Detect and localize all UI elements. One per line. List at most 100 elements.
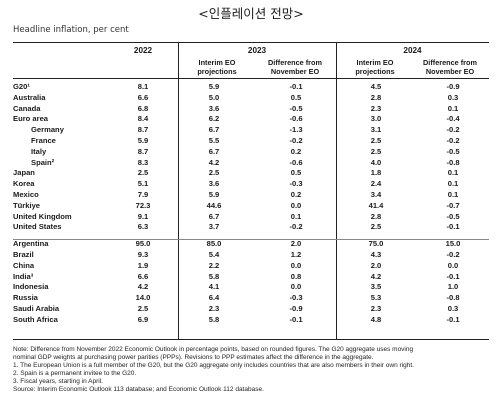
cell-2023-difference: 0.0 xyxy=(290,282,302,292)
cell-2024-projection: 4.3 xyxy=(370,250,382,259)
cell-2022: 5.1 xyxy=(137,179,149,189)
cell-2023-difference: 0.5 xyxy=(290,168,302,178)
row-label: France xyxy=(31,136,56,145)
note-line: 1. The European Union is a full member o… xyxy=(13,362,414,369)
cell-2024-difference: -0.1 xyxy=(446,222,460,232)
cell-2022: 8.3 xyxy=(137,157,149,167)
row-label: United States xyxy=(13,222,62,232)
table-row: Brazil 9.3 5.4 1.2 4.3 -0.2 xyxy=(13,250,489,260)
row-label: Korea xyxy=(13,179,35,189)
cell-2023-projection: 6.4 xyxy=(208,293,220,303)
cell-2022: 1.9 xyxy=(137,260,149,270)
cell-2023-difference: -0.5 xyxy=(289,103,303,113)
cell-2024-projection: 2.5 xyxy=(370,146,382,156)
row-label: South Africa xyxy=(13,314,58,324)
cell-2024-difference: 0.1 xyxy=(447,103,459,113)
row-label: Indonesia xyxy=(13,282,49,292)
note-line: Source: Interim Economic Outlook 113 dat… xyxy=(13,386,264,393)
header-2024: 2024 xyxy=(403,46,422,55)
table-row: South Africa 6.9 5.8 -0.1 4.8 -0.1 xyxy=(13,315,489,325)
group-divider-rule xyxy=(13,239,489,240)
cell-2023-difference: -0.6 xyxy=(289,157,303,167)
cell-2023-projection: 5.4 xyxy=(208,250,220,259)
cell-2022: 8.4 xyxy=(137,114,149,124)
cell-2022: 2.5 xyxy=(137,304,149,313)
cell-2024-projection: 2.4 xyxy=(370,179,382,189)
row-label: Argentina xyxy=(13,239,49,249)
cell-2024-projection: 75.0 xyxy=(368,239,384,249)
table-notes: Note: Difference from November 2022 Econ… xyxy=(13,346,493,394)
cell-2024-difference: -0.1 xyxy=(446,314,460,324)
row-label: G20¹ xyxy=(13,82,30,91)
cell-2024-difference: -0.5 xyxy=(446,146,460,156)
table-row: G20¹ 8.1 5.9 -0.1 4.5 -0.9 xyxy=(13,82,489,92)
page-title: <인플레이션 전망> xyxy=(198,6,304,21)
cell-2023-projection: 2.5 xyxy=(208,168,220,178)
row-label: Brazil xyxy=(13,250,34,259)
cell-2024-difference: 0.1 xyxy=(447,168,459,178)
cell-2024-projection: 3.0 xyxy=(370,114,382,124)
table-row: Saudi Arabia 2.5 2.3 -0.9 2.3 0.3 xyxy=(13,304,489,314)
cell-2022: 8.7 xyxy=(137,125,149,135)
note-line: 2. Spain is a permanent invitee to the G… xyxy=(13,370,137,377)
cell-2024-projection: 2.8 xyxy=(370,92,382,102)
cell-2023-projection: 85.0 xyxy=(206,239,222,249)
cell-2023-projection: 5.5 xyxy=(208,136,220,145)
table-row: Argentina 95.0 85.0 2.0 75.0 15.0 xyxy=(13,239,489,249)
table-bottom-rule xyxy=(13,339,489,340)
row-label: Spain² xyxy=(31,157,55,167)
cell-2023-projection: 6.7 xyxy=(208,211,220,221)
cell-2024-difference: -0.2 xyxy=(446,136,460,145)
header-2022: 2022 xyxy=(133,46,153,55)
table-row: Mexico 7.9 5.9 0.2 3.4 0.1 xyxy=(13,190,489,200)
header-2024-interim-eo: Interim EO projections xyxy=(355,58,395,76)
row-label: Canada xyxy=(13,103,41,113)
column-divider xyxy=(336,42,337,340)
cell-2022: 9.3 xyxy=(137,250,149,259)
table-row: Canada 6.8 3.6 -0.5 2.3 0.1 xyxy=(13,104,489,114)
cell-2024-difference: -0.1 xyxy=(446,271,460,281)
cell-2023-projection: 6.7 xyxy=(208,146,220,156)
cell-2023-projection: 6.2 xyxy=(208,114,220,124)
cell-2023-difference: 0.2 xyxy=(290,190,302,199)
cell-2024-projection: 1.8 xyxy=(370,168,382,178)
cell-2023-difference: 0.2 xyxy=(290,146,302,156)
cell-2023-projection: 2.2 xyxy=(208,260,220,270)
cell-2024-difference: -0.8 xyxy=(446,293,460,303)
cell-2022: 6.6 xyxy=(137,92,149,102)
cell-2024-difference: -0.5 xyxy=(446,211,460,221)
row-label: Saudi Arabia xyxy=(13,304,60,313)
row-label: Türkiye xyxy=(13,200,41,210)
cell-2023-difference: -0.6 xyxy=(289,114,303,124)
cell-2023-projection: 5.9 xyxy=(208,190,220,199)
row-label: China xyxy=(13,260,35,270)
table-row: India³ 6.6 5.8 0.8 4.2 -0.1 xyxy=(13,272,489,282)
column-divider xyxy=(178,42,179,340)
cell-2022: 14.0 xyxy=(135,293,151,303)
cell-2023-projection: 44.6 xyxy=(206,200,222,210)
cell-2022: 6.6 xyxy=(137,271,149,281)
table-row: Australia 6.6 5.0 0.5 2.8 0.3 xyxy=(13,93,489,103)
cell-2024-difference: -0.7 xyxy=(446,200,460,210)
cell-2024-projection: 5.3 xyxy=(370,293,382,303)
cell-2024-difference: 0.3 xyxy=(447,92,459,102)
cell-2022: 4.2 xyxy=(137,282,149,292)
table-row: France 5.9 5.5 -0.2 2.5 -0.2 xyxy=(13,136,489,146)
cell-2023-difference: -0.1 xyxy=(289,82,303,91)
table-top-rule xyxy=(13,42,489,43)
cell-2022: 5.9 xyxy=(137,136,149,145)
cell-2024-projection: 3.5 xyxy=(370,282,382,292)
row-label: Germany xyxy=(31,125,64,135)
cell-2024-difference: 1.0 xyxy=(447,282,459,292)
cell-2023-projection: 5.8 xyxy=(208,271,220,281)
cell-2023-projection: 4.2 xyxy=(208,157,220,167)
cell-2024-projection: 4.5 xyxy=(370,82,382,91)
cell-2024-difference: -0.9 xyxy=(446,82,460,91)
cell-2024-difference: -0.8 xyxy=(446,157,460,167)
cell-2023-difference: 0.1 xyxy=(290,211,302,221)
cell-2022: 95.0 xyxy=(135,239,151,249)
cell-2024-projection: 2.3 xyxy=(370,304,382,313)
cell-2022: 6.8 xyxy=(137,103,149,113)
note-line: nominal GDP weights at purchasing power … xyxy=(13,354,374,361)
table-row: United States 6.3 3.7 -0.2 2.5 -0.1 xyxy=(13,222,489,232)
